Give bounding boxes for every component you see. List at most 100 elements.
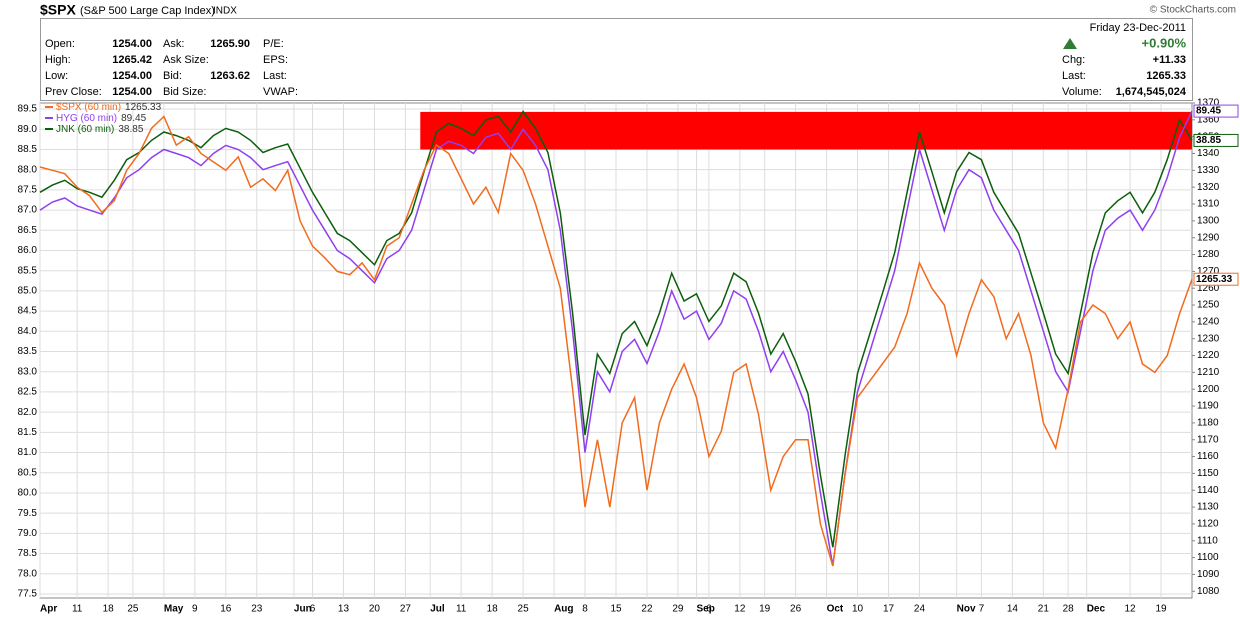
legend-value: 89.45 bbox=[121, 113, 146, 124]
y2-tick-label: 1150 bbox=[1197, 468, 1219, 479]
x-tick-label: May bbox=[164, 604, 184, 615]
quote-field: Open: bbox=[45, 38, 75, 50]
y-tick-label: 88.0 bbox=[18, 164, 38, 175]
series-line bbox=[39, 110, 1193, 548]
legend-entry: HYG (60 min) 89.45 bbox=[56, 113, 147, 124]
symbol: $SPX bbox=[40, 2, 76, 18]
y-tick-label: 78.0 bbox=[18, 568, 38, 579]
x-tick-label: Oct bbox=[827, 604, 844, 615]
x-tick-label: 12 bbox=[1125, 604, 1137, 615]
y2-tick-label: 1100 bbox=[1197, 552, 1219, 563]
y-tick-label: 84.0 bbox=[18, 326, 38, 337]
quote-field: Ask: bbox=[163, 38, 184, 50]
y2-tick-label: 1120 bbox=[1197, 519, 1219, 530]
y-tick-label: 89.0 bbox=[18, 124, 38, 135]
y-tick-label: 77.5 bbox=[18, 589, 38, 600]
quote-value: +11.33 bbox=[1153, 54, 1186, 66]
highlight-zone bbox=[420, 111, 1192, 150]
series-line bbox=[39, 110, 1193, 566]
x-tick-label: 27 bbox=[400, 604, 412, 615]
y-tick-label: 84.5 bbox=[18, 306, 38, 317]
quote-field: Low: bbox=[45, 70, 68, 82]
quote-field: Ask Size: bbox=[163, 54, 209, 66]
quote-field: 1263.62 bbox=[210, 70, 250, 82]
date: Friday 23-Dec-2011 bbox=[1090, 22, 1186, 34]
y2-tick-label: 1310 bbox=[1197, 199, 1220, 210]
y2-tick-label: 1250 bbox=[1197, 300, 1220, 311]
y2-tick-label: 1240 bbox=[1197, 317, 1220, 328]
y2-tick-label: 1200 bbox=[1197, 384, 1220, 395]
quote-label: Last: bbox=[1062, 70, 1086, 82]
y2-tick-label: 1220 bbox=[1197, 350, 1220, 361]
y2-tick-label: 1340 bbox=[1197, 148, 1220, 159]
last-value-box bbox=[1193, 104, 1239, 118]
up-arrow bbox=[1063, 38, 1077, 49]
quote-value: 1,674,545,024 bbox=[1116, 86, 1187, 98]
y2-tick-label: 1180 bbox=[1197, 418, 1219, 429]
x-tick-label: 6 bbox=[310, 604, 316, 615]
y2-tick-label: 1190 bbox=[1197, 401, 1219, 412]
y2-tick-label: 1090 bbox=[1197, 569, 1220, 580]
x-tick-label: 8 bbox=[582, 604, 588, 615]
y2-tick-label: 1300 bbox=[1197, 215, 1220, 226]
x-tick-label: Nov bbox=[957, 604, 976, 615]
x-tick-label: 29 bbox=[672, 604, 684, 615]
legend-entry: JNK (60 min) 38.85 bbox=[56, 124, 144, 135]
y-tick-label: 87.0 bbox=[18, 205, 38, 216]
y2-tick-label: 1170 bbox=[1197, 434, 1219, 445]
x-tick-label: 21 bbox=[1038, 604, 1050, 615]
y-tick-label: 79.0 bbox=[18, 528, 38, 539]
x-tick-label: 13 bbox=[338, 604, 350, 615]
quote-field: Last: bbox=[263, 70, 287, 82]
quote-field: High: bbox=[45, 54, 71, 66]
y-tick-label: 80.0 bbox=[18, 488, 38, 499]
y2-tick-label: 1110 bbox=[1197, 535, 1218, 546]
y2-tick-label: 1230 bbox=[1197, 333, 1220, 344]
x-tick-label: 14 bbox=[1007, 604, 1019, 615]
y-tick-label: 87.5 bbox=[18, 185, 38, 196]
legend-name: HYG (60 min) bbox=[56, 113, 117, 124]
x-tick-label: 24 bbox=[914, 604, 926, 615]
y-tick-label: 79.5 bbox=[18, 508, 38, 519]
y-tick-label: 78.5 bbox=[18, 548, 38, 559]
quote-field: 1265.90 bbox=[210, 38, 250, 50]
series-line bbox=[39, 115, 1193, 567]
quote-field: Bid Size: bbox=[163, 86, 206, 98]
y2-tick-label: 1130 bbox=[1197, 502, 1219, 513]
index-name: (S&P 500 Large Cap Index) bbox=[80, 5, 215, 17]
y-tick-label: 83.0 bbox=[18, 366, 38, 377]
x-tick-label: 12 bbox=[734, 604, 746, 615]
change-pct: +0.90% bbox=[1142, 35, 1187, 50]
last-value-box bbox=[1193, 272, 1239, 286]
quote-field: 1254.00 bbox=[112, 86, 152, 98]
x-tick-label: Jul bbox=[430, 604, 445, 615]
y-tick-label: 89.5 bbox=[18, 104, 38, 115]
legend-name: $SPX (60 min) bbox=[56, 102, 121, 113]
y2-tick-label: 1360 bbox=[1197, 114, 1220, 125]
y2-tick-label: 1330 bbox=[1197, 165, 1220, 176]
x-tick-label: 17 bbox=[883, 604, 895, 615]
y-tick-label: 82.5 bbox=[18, 387, 38, 398]
x-tick-label: Apr bbox=[40, 604, 57, 615]
quote-field: Prev Close: bbox=[45, 86, 102, 98]
x-tick-label: 11 bbox=[456, 604, 467, 615]
x-tick-label: 9 bbox=[192, 604, 198, 615]
last-value: 1265.33 bbox=[1196, 274, 1233, 285]
x-tick-label: 15 bbox=[610, 604, 622, 615]
y-tick-label: 86.0 bbox=[18, 245, 38, 256]
y-tick-label: 81.5 bbox=[18, 427, 38, 438]
x-tick-label: Sep bbox=[697, 604, 715, 615]
y2-tick-label: 1290 bbox=[1197, 232, 1220, 243]
legend-entry: $SPX (60 min) 1265.33 bbox=[56, 102, 162, 113]
quote-value: 1265.33 bbox=[1146, 70, 1186, 82]
x-tick-label: 18 bbox=[487, 604, 499, 615]
x-tick-label: 25 bbox=[127, 604, 139, 615]
x-tick-label: 18 bbox=[103, 604, 115, 615]
credit: © StockCharts.com bbox=[1150, 5, 1236, 16]
x-tick-label: 26 bbox=[790, 604, 802, 615]
quote-field: EPS: bbox=[263, 54, 288, 66]
x-tick-label: 10 bbox=[852, 604, 864, 615]
y2-tick-label: 1270 bbox=[1197, 266, 1220, 277]
